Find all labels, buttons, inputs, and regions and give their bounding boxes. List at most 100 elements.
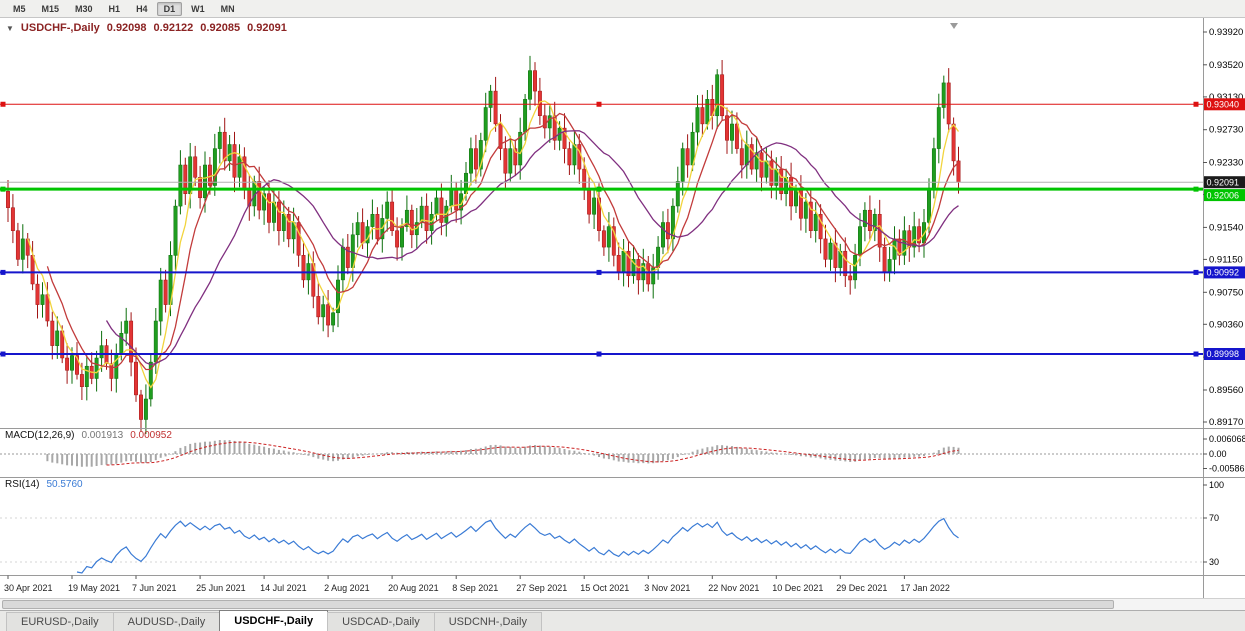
timeframe-button-h1[interactable]: H1 (108, 3, 121, 14)
chart-tab-usdchf-daily[interactable]: USDCHF-,Daily (219, 610, 329, 631)
ma-21-line (105, 130, 959, 366)
chart-tab-eurusd-daily[interactable]: EURUSD-,Daily (6, 612, 114, 631)
date-label: 27 Sep 2021 (516, 583, 567, 593)
price-scale[interactable]: 0.939200.935200.931300.927300.923300.919… (1203, 27, 1245, 428)
line-handle[interactable] (596, 351, 602, 357)
ohlc-high: 0.92122 (153, 22, 194, 34)
macd-tick-label: 0.006068 (1209, 434, 1245, 444)
macd-name: MACD(12,26,9) (5, 430, 75, 441)
price-badge: 0.92091 (1204, 176, 1245, 189)
price-tick-label: 0.93130 (1209, 92, 1243, 103)
rsi-tick-label: 30 (1209, 557, 1219, 567)
macd-indicator-label: MACD(12,26,9) 0.001913 0.000952 (5, 430, 172, 441)
chart-title: ▼ USDCHF-,Daily 0.92098 0.92122 0.92085 … (6, 22, 287, 34)
price-tick-label: 0.92730 (1209, 125, 1243, 136)
macd-signal-value: 0.000952 (130, 430, 172, 441)
timeframe-button-h4[interactable]: H4 (136, 3, 148, 14)
macd-main-value: 0.001913 (81, 430, 124, 441)
timeframe-toolbar: M5 M15 M30 H1 H4 D1 W1 MN (0, 0, 1245, 18)
price-tick-label: 0.90750 (1209, 287, 1243, 298)
date-label: 8 Sep 2021 (452, 583, 498, 593)
timeframe-button-m15[interactable]: M15 (41, 3, 60, 14)
date-label: 29 Dec 2021 (836, 583, 887, 593)
rsi-panel: 100 70 30 (0, 480, 1224, 574)
price-tick-label: 0.91540 (1209, 222, 1243, 233)
chart-tabs: EURUSD-,Daily AUDUSD-,Daily USDCHF-,Daily U… (0, 610, 1245, 631)
chart-area[interactable]: 0.939200.935200.931300.927300.923300.919… (0, 18, 1245, 598)
svg-text:0.89998: 0.89998 (1207, 349, 1240, 359)
line-handle[interactable] (0, 186, 6, 192)
horizontal-scrollbar[interactable] (0, 598, 1245, 610)
price-tick-label: 0.93920 (1209, 27, 1243, 38)
line-handle[interactable] (1193, 351, 1199, 357)
timeframe-button-w1[interactable]: W1 (191, 3, 205, 14)
date-label: 3 Nov 2021 (644, 583, 690, 593)
macd-tick-label: 0.00 (1209, 449, 1227, 459)
macd-panel: 0.006068 0.00 -0.005869 (0, 434, 1245, 474)
svg-text:0.93040: 0.93040 (1207, 100, 1240, 110)
chart-shift-marker[interactable] (950, 23, 958, 29)
price-tick-label: 0.91150 (1209, 254, 1243, 265)
line-handle[interactable] (1193, 269, 1199, 275)
ohlc-low: 0.92085 (200, 22, 241, 34)
price-tick-label: 0.90360 (1209, 319, 1243, 330)
horizontal-line-0.89998[interactable] (0, 351, 1203, 357)
line-handle[interactable] (0, 351, 6, 357)
moving-average-lines (27, 100, 960, 389)
chart-symbol-label: USDCHF-,Daily (20, 22, 100, 34)
line-handle[interactable] (1193, 101, 1199, 107)
line-handle[interactable] (0, 269, 6, 275)
panel-dividers (0, 18, 1245, 598)
line-handle[interactable] (596, 101, 602, 107)
candlestick-series (6, 55, 961, 434)
date-label: 30 Apr 2021 (4, 583, 53, 593)
timeframe-button-mn[interactable]: MN (220, 3, 235, 14)
date-label: 7 Jun 2021 (132, 583, 177, 593)
date-label: 15 Oct 2021 (580, 583, 629, 593)
date-label: 2 Aug 2021 (324, 583, 370, 593)
timeframe-button-m5[interactable]: M5 (13, 3, 26, 14)
date-label: 22 Nov 2021 (708, 583, 759, 593)
price-tick-label: 0.89560 (1209, 385, 1243, 396)
one-click-trading-arrow[interactable]: ▼ (6, 23, 14, 33)
chart-tab-usdcad-daily[interactable]: USDCAD-,Daily (327, 612, 435, 631)
line-handle[interactable] (596, 269, 602, 275)
price-badge: 0.92006 (1204, 189, 1245, 202)
chart-tab-audusd-daily[interactable]: AUDUSD-,Daily (112, 612, 221, 631)
svg-text:0.90992: 0.90992 (1207, 268, 1240, 278)
horizontal-line-0.93040[interactable] (0, 101, 1203, 107)
rsi-line (76, 517, 959, 574)
line-handle[interactable] (0, 101, 6, 107)
rsi-name: RSI(14) (5, 479, 40, 490)
chart-canvas[interactable]: 0.939200.935200.931300.927300.923300.919… (0, 18, 1245, 598)
price-tick-label: 0.89170 (1209, 417, 1243, 428)
date-label: 17 Jan 2022 (900, 583, 950, 593)
timeframe-button-d1[interactable]: D1 (156, 1, 183, 16)
ohlc-open: 0.92098 (106, 22, 147, 34)
horizontal-line-0.92006[interactable] (0, 186, 1203, 192)
rsi-value: 50.5760 (46, 479, 83, 490)
rsi-indicator-label: RSI(14) 50.5760 (5, 479, 83, 490)
rsi-tick-label: 70 (1209, 513, 1219, 523)
date-label: 20 Aug 2021 (388, 583, 439, 593)
svg-text:0.92091: 0.92091 (1207, 177, 1240, 187)
time-scale[interactable]: 30 Apr 2021 19 May 2021 7 Jun 2021 25 Jun 2… (4, 575, 950, 594)
ma-5-line (27, 100, 960, 389)
line-handle[interactable] (596, 186, 602, 192)
date-label: 10 Dec 2021 (772, 583, 823, 593)
chart-tab-usdcnh-daily[interactable]: USDCNH-,Daily (433, 612, 542, 631)
price-badge: 0.93040 (1204, 98, 1245, 111)
ma-9-line (46, 112, 959, 371)
price-badge: 0.90992 (1204, 266, 1245, 279)
horizontal-line-0.90992[interactable] (0, 269, 1203, 275)
scrollbar-thumb[interactable] (2, 600, 1114, 609)
date-label: 25 Jun 2021 (196, 583, 246, 593)
timeframe-button-m30[interactable]: M30 (75, 3, 93, 14)
price-tick-label: 0.92330 (1209, 158, 1243, 169)
rsi-tick-label: 100 (1209, 480, 1224, 490)
price-badge: 0.89998 (1204, 348, 1245, 360)
svg-text:0.92006: 0.92006 (1207, 190, 1240, 200)
line-handle[interactable] (1193, 186, 1199, 192)
macd-tick-label: -0.005869 (1209, 464, 1245, 474)
